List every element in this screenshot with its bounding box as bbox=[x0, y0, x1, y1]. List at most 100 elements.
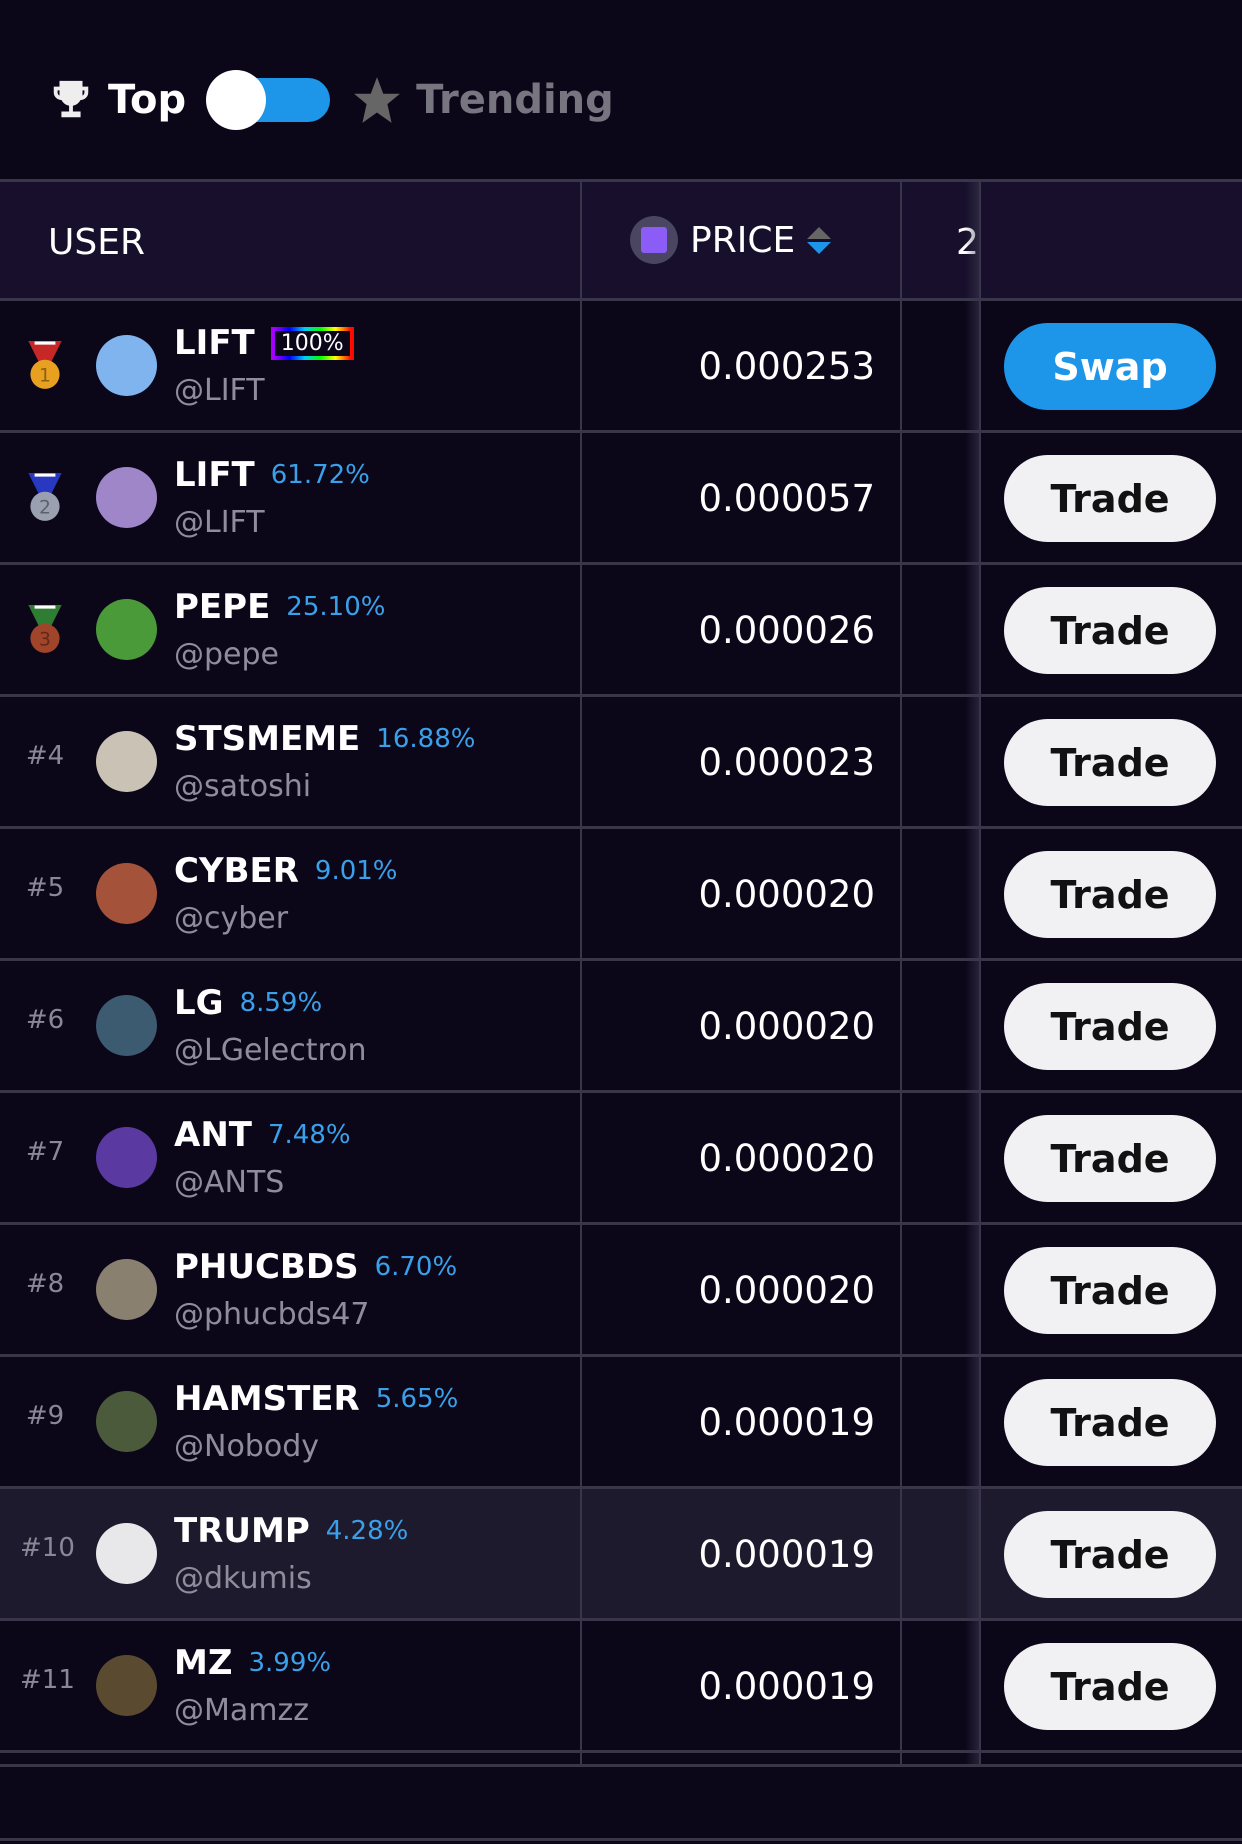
table-row[interactable]: 1 LIFT 100% @LIFT 0.000253 Swap bbox=[0, 301, 1242, 433]
price-value: 0.000019 bbox=[698, 1401, 875, 1444]
avatar[interactable] bbox=[96, 863, 157, 924]
column-divider bbox=[900, 179, 902, 1764]
toggle-knob[interactable] bbox=[206, 70, 267, 130]
svg-text:3: 3 bbox=[39, 630, 51, 651]
user-handle[interactable]: @LIFT bbox=[174, 505, 265, 540]
avatar[interactable] bbox=[96, 731, 157, 792]
table-row[interactable]: #8 PHUCBDS 6.70% @phucbds47 0.000020 Trad… bbox=[0, 1225, 1242, 1357]
trade-button[interactable]: Trade bbox=[1004, 983, 1216, 1070]
trade-button[interactable]: Trade bbox=[1004, 1511, 1216, 1598]
column-divider bbox=[580, 179, 582, 1764]
table-row[interactable]: #5 CYBER 9.01% @cyber 0.000020 Trade bbox=[0, 829, 1242, 961]
rank-number: #11 bbox=[20, 1665, 75, 1695]
trade-button[interactable]: Trade bbox=[1004, 851, 1216, 938]
price-value: 0.000057 bbox=[698, 477, 875, 520]
token-name[interactable]: HAMSTER bbox=[174, 1379, 360, 1419]
share-percent: 100% bbox=[270, 326, 354, 360]
divider bbox=[0, 1764, 1242, 1767]
share-percent: 8.59% bbox=[239, 988, 323, 1018]
user-handle[interactable]: @dkumis bbox=[174, 1561, 312, 1596]
sort-icon[interactable] bbox=[807, 226, 832, 254]
avatar[interactable] bbox=[96, 335, 157, 396]
price-value: 0.000020 bbox=[698, 1269, 875, 1312]
avatar[interactable] bbox=[96, 467, 157, 528]
price-column-header[interactable]: PRICE bbox=[630, 216, 832, 264]
share-percent: 5.65% bbox=[375, 1384, 459, 1414]
rank-number: #7 bbox=[25, 1137, 65, 1167]
price-value: 0.000026 bbox=[698, 609, 875, 652]
token-name[interactable]: STSMEME bbox=[174, 719, 361, 759]
avatar[interactable] bbox=[96, 1127, 157, 1188]
star-icon bbox=[354, 77, 401, 123]
token-name[interactable]: PEPE bbox=[174, 587, 271, 627]
token-name[interactable]: TRUMP bbox=[174, 1511, 310, 1551]
trade-button[interactable]: Trade bbox=[1004, 1379, 1216, 1466]
avatar[interactable] bbox=[96, 1391, 157, 1452]
trophy-icon bbox=[53, 80, 89, 118]
token-name-line: HAMSTER 5.65% bbox=[174, 1379, 458, 1419]
token-name[interactable]: LG bbox=[174, 983, 224, 1023]
token-name[interactable]: MZ bbox=[174, 1643, 233, 1683]
price-value: 0.000253 bbox=[698, 345, 875, 388]
token-name-line: ANT 7.48% bbox=[174, 1115, 351, 1155]
table-row[interactable]: #4 STSMEME 16.88% @satoshi 0.000023 Trade bbox=[0, 697, 1242, 829]
price-value: 0.000019 bbox=[698, 1665, 875, 1708]
share-percent: 7.48% bbox=[267, 1120, 351, 1150]
svg-text:2: 2 bbox=[39, 498, 51, 519]
avatar[interactable] bbox=[96, 1523, 157, 1584]
swap-button[interactable]: Swap bbox=[1004, 323, 1216, 410]
table-row[interactable]: 2 LIFT 61.72% @LIFT 0.000057 Trade bbox=[0, 433, 1242, 565]
sticky-column-shadow bbox=[965, 179, 980, 1764]
user-handle[interactable]: @phucbds47 bbox=[174, 1297, 370, 1332]
user-handle[interactable]: @LGelectron bbox=[174, 1033, 367, 1068]
top-trending-filter: Top Trending bbox=[48, 70, 614, 130]
trade-button[interactable]: Trade bbox=[1004, 719, 1216, 806]
avatar[interactable] bbox=[96, 1655, 157, 1716]
user-handle[interactable]: @ANTS bbox=[174, 1165, 285, 1200]
price-value: 0.000019 bbox=[698, 1533, 875, 1576]
token-icon bbox=[630, 216, 678, 264]
leaderboard-table: USER PRICE 2 1 LIFT 100% @LIFT 0.000253 S… bbox=[0, 179, 1242, 1764]
token-name-line: LG 8.59% bbox=[174, 983, 322, 1023]
table-row[interactable]: 3 PEPE 25.10% @pepe 0.000026 Trade bbox=[0, 565, 1242, 697]
table-row[interactable]: #9 HAMSTER 5.65% @Nobody 0.000019 Trade bbox=[0, 1357, 1242, 1489]
token-name[interactable]: CYBER bbox=[174, 851, 299, 891]
token-name[interactable]: LIFT bbox=[174, 455, 255, 495]
share-percent: 16.88% bbox=[376, 724, 476, 754]
user-handle[interactable]: @satoshi bbox=[174, 769, 312, 804]
price-header-label: PRICE bbox=[690, 219, 796, 261]
token-name-line: LIFT 61.72% bbox=[174, 455, 370, 495]
user-handle[interactable]: @Nobody bbox=[174, 1429, 319, 1464]
token-name[interactable]: PHUCBDS bbox=[174, 1247, 359, 1287]
token-name[interactable]: LIFT bbox=[174, 323, 255, 363]
token-name-line: PHUCBDS 6.70% bbox=[174, 1247, 457, 1287]
token-name-line: PEPE 25.10% bbox=[174, 587, 385, 627]
avatar[interactable] bbox=[96, 995, 157, 1056]
table-row[interactable]: #6 LG 8.59% @LGelectron 0.000020 Trade bbox=[0, 961, 1242, 1093]
trade-button[interactable]: Trade bbox=[1004, 1643, 1216, 1730]
token-name[interactable]: ANT bbox=[174, 1115, 252, 1155]
top-trending-toggle[interactable] bbox=[206, 70, 331, 130]
table-row[interactable]: #11 MZ 3.99% @Mamzz 0.000019 Trade bbox=[0, 1621, 1242, 1753]
top-label[interactable]: Top bbox=[108, 77, 187, 123]
user-handle[interactable]: @LIFT bbox=[174, 373, 265, 408]
table-row[interactable]: #10 TRUMP 4.28% @dkumis 0.000019 Trade bbox=[0, 1489, 1242, 1621]
rank-number: #4 bbox=[25, 741, 65, 771]
share-percent: 9.01% bbox=[314, 856, 398, 886]
avatar[interactable] bbox=[96, 1259, 157, 1320]
user-handle[interactable]: @cyber bbox=[174, 901, 289, 936]
table-row[interactable]: #7 ANT 7.48% @ANTS 0.000020 Trade bbox=[0, 1093, 1242, 1225]
avatar[interactable] bbox=[96, 599, 157, 660]
user-handle[interactable]: @pepe bbox=[174, 637, 279, 672]
trade-button[interactable]: Trade bbox=[1004, 1247, 1216, 1334]
rank-number: #6 bbox=[25, 1005, 65, 1035]
user-handle[interactable]: @Mamzz bbox=[174, 1693, 309, 1728]
trade-button[interactable]: Trade bbox=[1004, 1115, 1216, 1202]
trade-button[interactable]: Trade bbox=[1004, 455, 1216, 542]
table-header: USER PRICE 2 bbox=[0, 179, 1242, 301]
price-value: 0.000023 bbox=[698, 741, 875, 784]
silver-medal-icon: 2 bbox=[28, 473, 62, 521]
price-value: 0.000020 bbox=[698, 873, 875, 916]
trade-button[interactable]: Trade bbox=[1004, 587, 1216, 674]
trending-label[interactable]: Trending bbox=[416, 77, 614, 123]
